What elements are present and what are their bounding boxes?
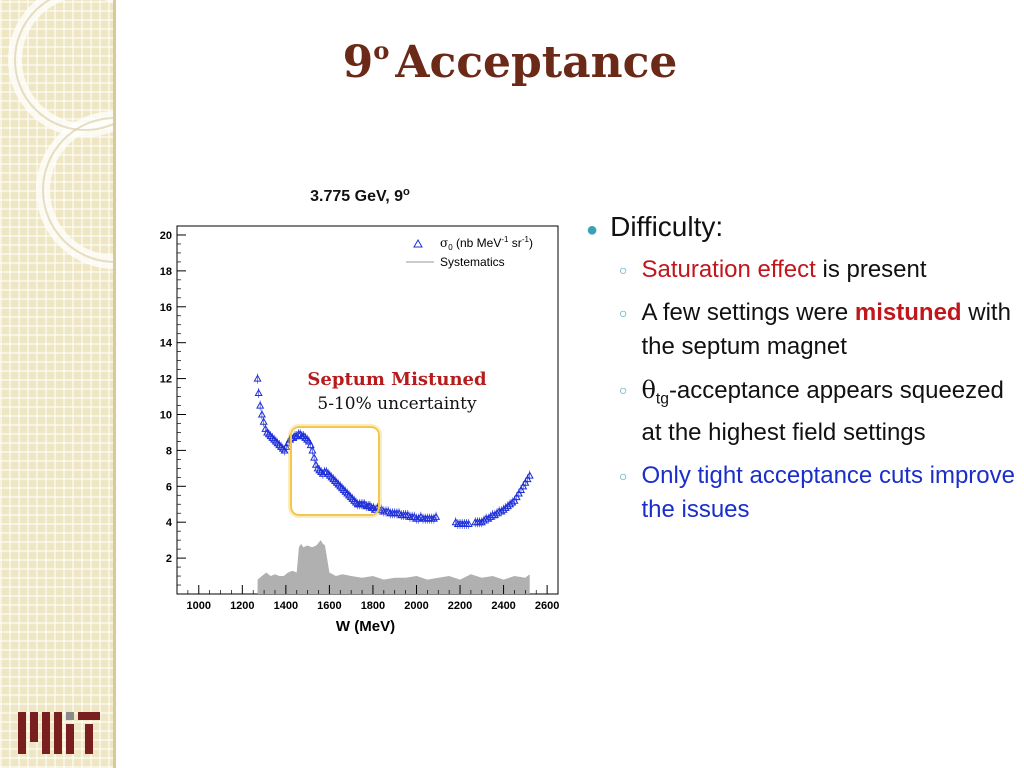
sub-bullet-mistuned: ○ A few settings were mistuned with the …: [619, 296, 1016, 364]
chart-title: 3.775 GeV, 9o: [150, 186, 570, 206]
slide-title: 9o Acceptance: [300, 36, 720, 88]
x-tick-label: 2200: [448, 600, 472, 612]
mistuned-highlight-box: [290, 426, 380, 516]
title-degree: o: [373, 36, 390, 65]
y-tick-label: 2: [166, 553, 172, 565]
sub-bullet-circle-icon: ○: [619, 468, 628, 485]
y-tick-label: 8: [166, 445, 172, 457]
legend-label-sigma: σ0 (nb MeV-1 sr-1): [440, 235, 533, 252]
y-tick-label: 4: [166, 517, 173, 529]
sub-bullet-text: θtg-acceptance appears squeezed at the h…: [641, 373, 1016, 450]
systematics-layer: [257, 540, 530, 594]
septum-annotation: Septum Mistuned 5-10% uncertainty: [282, 368, 512, 416]
sub-bullet-text: Only tight acceptance cuts improve the i…: [641, 462, 1015, 524]
x-tick-label: 2600: [535, 600, 559, 612]
annotation-title: Septum Mistuned: [307, 369, 487, 390]
chart-title-degree: o: [402, 186, 410, 198]
y-tick-label: 16: [160, 302, 172, 314]
sidebar-decoration: [0, 0, 113, 768]
y-tick-label: 10: [160, 409, 172, 421]
sub-bullet-circle-icon: ○: [619, 262, 628, 278]
acceptance-chart: 1000 1200 1400 1600 1800 2000 2200 2400 2600 2 4 6 8…: [160, 225, 559, 635]
theta-subscript: tg: [655, 390, 669, 408]
sub-bullet-circle-icon: ○: [619, 305, 628, 321]
x-tick-label: 1200: [230, 600, 254, 612]
x-tick-label: 1600: [317, 600, 341, 612]
x-tick-label: 2400: [491, 600, 515, 612]
x-tick-label: 1000: [187, 600, 211, 612]
x-tick-label: 1800: [361, 600, 385, 612]
legend: σ0 (nb MeV-1 sr-1) Systematics: [406, 235, 533, 269]
saturation-rest: is present: [815, 256, 927, 283]
plot-area: [176, 225, 559, 595]
saturation-highlight: Saturation effect: [641, 256, 816, 283]
systematics-band: [257, 540, 530, 594]
sub-bullet-text: Saturation effect is present: [641, 253, 926, 287]
title-number: 9: [342, 37, 374, 89]
y-tick-label: 6: [166, 481, 172, 493]
y-tick-label: 20: [160, 230, 172, 242]
y-tick-label: 12: [160, 374, 172, 386]
sidebar-edge: [113, 0, 116, 768]
sub-bullet-circle-icon: ○: [619, 382, 628, 398]
mistuned-rest: with the septum magnet: [641, 299, 1011, 360]
plot-frame: [176, 225, 559, 595]
legend-label-systematics: Systematics: [440, 255, 505, 269]
bullet-heading: Difficulty:: [610, 211, 724, 242]
x-axis-label: W (MeV): [336, 618, 395, 635]
bullet-list: ● Difficulty: ○ Saturation effect is pre…: [586, 212, 1016, 536]
axes-layer: 1000 1200 1400 1600 1800 2000 2200 2400 2600 2 4 6 8…: [160, 225, 559, 635]
annotation-subtitle: 5-10% uncertainty: [317, 394, 477, 414]
theta-symbol: θ: [641, 376, 656, 404]
mit-logo: [18, 712, 100, 754]
bullet-difficulty: ● Difficulty:: [586, 212, 1016, 245]
y-tick-label: 18: [160, 266, 172, 278]
y-tick-label: 14: [160, 338, 173, 350]
ring-decoration: [8, 0, 113, 754]
data-points-layer: [253, 373, 534, 529]
bullet-dot-icon: ●: [586, 219, 599, 241]
mistuned-pre: A few settings were: [641, 299, 855, 326]
sub-bullet-saturation: ○ Saturation effect is present: [619, 253, 1016, 287]
theta-rest: -acceptance appears squeezed at the high…: [641, 377, 1004, 447]
x-tick-label: 1400: [274, 600, 298, 612]
x-tick-label: 2000: [404, 600, 428, 612]
mistuned-highlight: mistuned: [854, 299, 962, 326]
legend-marker-triangle: [413, 238, 423, 248]
title-word: Acceptance: [395, 37, 678, 89]
sub-bullet-text: A few settings were mistuned with the se…: [641, 296, 1016, 364]
sub-bullet-tight-cuts: ○ Only tight acceptance cuts improve the…: [619, 459, 1016, 527]
chart-title-text: 3.775 GeV, 9: [310, 188, 403, 206]
sub-bullet-theta: ○ θtg-acceptance appears squeezed at the…: [619, 373, 1016, 450]
